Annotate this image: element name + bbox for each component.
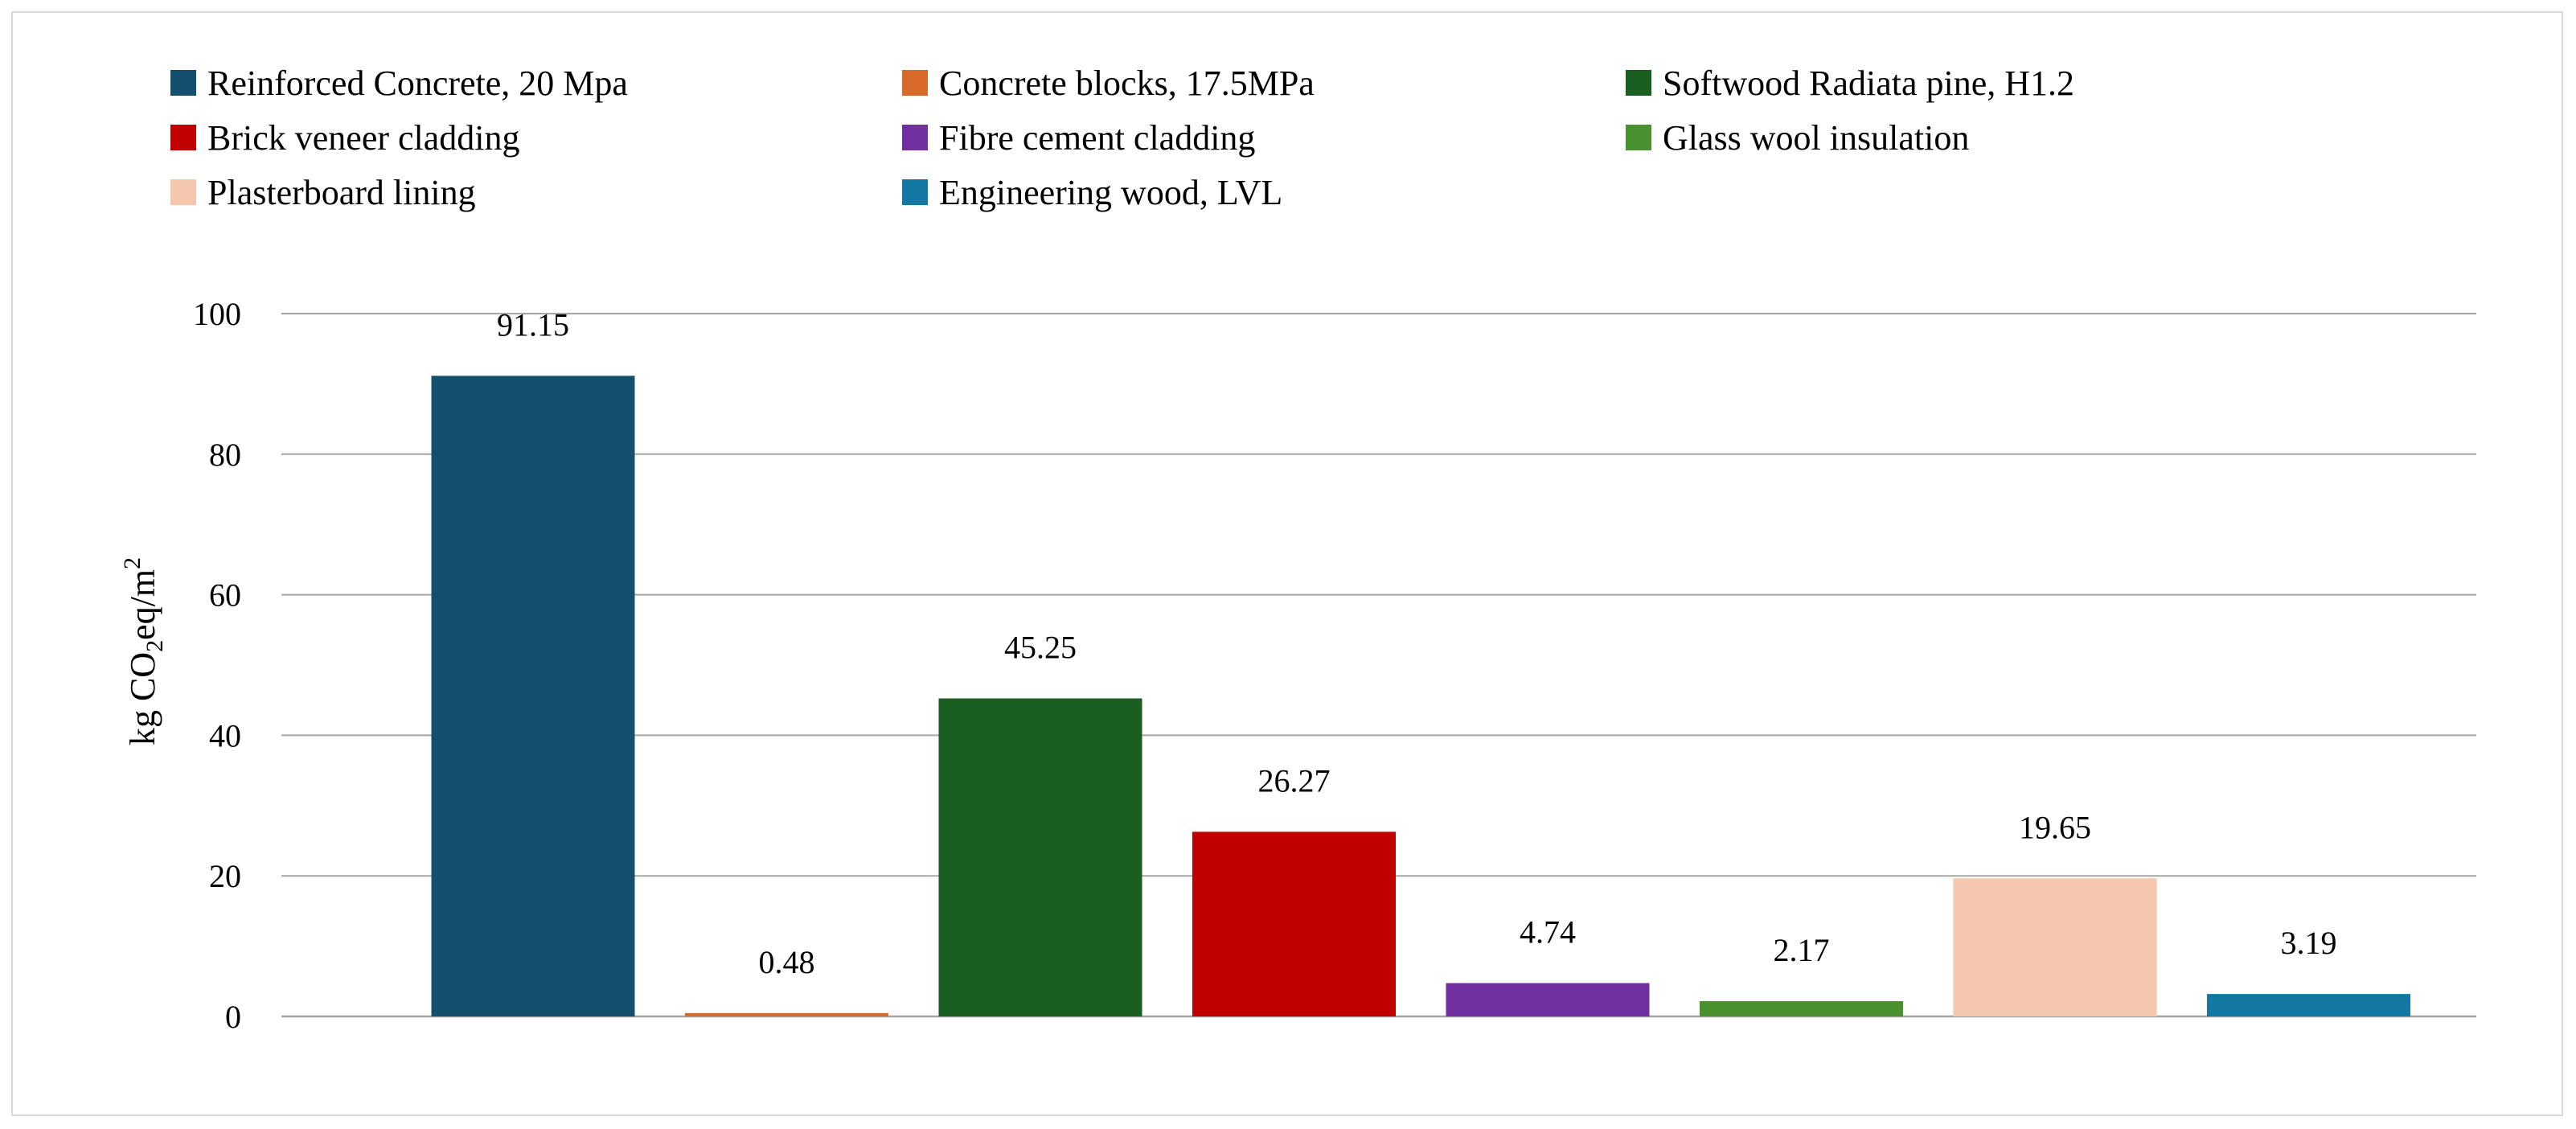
legend-swatch	[1626, 125, 1651, 150]
y-axis-title-middle: eq/m	[123, 569, 162, 640]
bars	[431, 376, 2410, 1016]
bar	[1192, 831, 1396, 1016]
y-axis-ticks: 0 20 40 60 80 100	[193, 296, 241, 1035]
legend-swatch	[170, 179, 196, 205]
data-labels: 91.15 0.48 45.25 26.27 4.74 2.17 19.65 3.19	[497, 306, 2337, 979]
legend-label: Brick veneer cladding	[207, 118, 520, 158]
legend-label: Plasterboard lining	[207, 173, 476, 212]
legend-label: Reinforced Concrete, 20 Mpa	[207, 64, 628, 103]
y-tick-label: 40	[209, 717, 241, 753]
y-axis-title-prefix: kg CO	[123, 652, 162, 745]
y-axis-title: kg CO2eq/m2	[119, 557, 168, 745]
legend-swatch	[170, 125, 196, 150]
data-label: 45.25	[1004, 630, 1077, 666]
data-label: 3.19	[2281, 925, 2337, 961]
legend-label: Engineering wood, LVL	[939, 173, 1282, 212]
data-label: 4.74	[1520, 914, 1576, 950]
legend-swatch	[170, 70, 196, 96]
legend-swatch	[902, 70, 928, 96]
legend-label: Softwood Radiata pine, H1.2	[1663, 64, 2074, 103]
bar	[431, 376, 635, 1016]
bar	[685, 1012, 888, 1016]
y-tick-label: 80	[209, 437, 241, 473]
legend-swatch	[1626, 70, 1651, 96]
data-label: 19.65	[2019, 809, 2091, 845]
legend-label: Glass wool insulation	[1663, 118, 1969, 158]
bar	[938, 698, 1142, 1016]
legend-label: Concrete blocks, 17.5MPa	[939, 64, 1315, 103]
data-label: 26.27	[1258, 762, 1331, 799]
legend-swatch	[902, 179, 928, 205]
legend: Reinforced Concrete, 20 Mpa Concrete bloc…	[170, 64, 2074, 212]
y-tick-label: 60	[209, 577, 241, 614]
bar	[2207, 994, 2410, 1016]
data-label: 0.48	[759, 944, 815, 980]
y-axis-title-subscript: 2	[142, 640, 168, 652]
bar	[1700, 1001, 1903, 1016]
data-label: 91.15	[497, 306, 569, 343]
legend-label: Fibre cement cladding	[939, 118, 1255, 158]
bar	[1446, 983, 1650, 1016]
y-tick-label: 0	[225, 999, 241, 1035]
data-label: 2.17	[1774, 932, 1830, 968]
legend-swatch	[902, 125, 928, 150]
y-tick-label: 100	[193, 296, 241, 332]
bar	[1953, 878, 2157, 1016]
y-axis-title-superscript: 2	[119, 557, 146, 569]
y-tick-label: 20	[209, 858, 241, 894]
